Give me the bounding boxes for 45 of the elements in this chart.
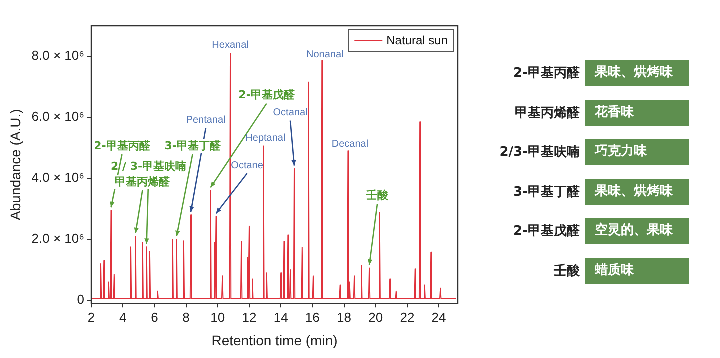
- text: 果味、烘烤味: [585, 178, 689, 204]
- y-axis-title: Abundance (A.U.): [7, 109, 24, 220]
- text: 花香味: [585, 100, 689, 126]
- y-tick-label: 4.0 × 10⁶: [32, 170, 84, 186]
- y-tick-label: 8.0 × 10⁶: [32, 48, 84, 64]
- annotation: Decanal: [332, 138, 369, 150]
- annotation: Heptanal: [246, 132, 286, 144]
- annotation: Pentanal: [186, 114, 226, 126]
- text: 果味、烘烤味: [585, 60, 689, 86]
- x-tick-label: 6: [151, 310, 158, 325]
- x-tick-label: 10: [210, 310, 226, 325]
- text: 壬酸: [553, 262, 581, 280]
- annotation: 壬酸: [366, 189, 390, 202]
- annotation: 2-甲基丙醛: [94, 139, 152, 152]
- annotation: 2 / 3-甲基呋喃: [111, 160, 187, 174]
- annotation: 3-甲基丁醛: [164, 139, 222, 152]
- x-tick-label: 8: [182, 310, 190, 325]
- x-tick-label: 14: [274, 310, 288, 325]
- x-tick-label: 20: [368, 310, 384, 325]
- text: 2-甲基戊醛: [512, 223, 581, 240]
- x-tick-label: 16: [305, 310, 320, 325]
- annotation: 甲基丙烯醛: [115, 175, 172, 188]
- annotation: Octane: [231, 160, 264, 172]
- y-tick-label: 6.0 × 10⁶: [32, 109, 84, 124]
- x-tick-label: 4: [119, 310, 127, 325]
- text: 蜡质味: [585, 258, 689, 284]
- x-tick-label: 24: [432, 310, 446, 325]
- annotation: Nonanal: [306, 50, 344, 61]
- annotation: Hexanal: [212, 40, 249, 52]
- x-axis-title: Retention time (min): [212, 332, 338, 348]
- annotation: 2-甲基戊醛: [238, 88, 296, 102]
- legend-label: Natural sun: [386, 33, 448, 48]
- text: 空灵的、果味: [585, 218, 689, 244]
- annotation: Octanal: [273, 108, 308, 119]
- y-tick-label: 0: [77, 292, 84, 308]
- text: 2-甲基丙醛: [512, 65, 581, 82]
- x-tick-label: 2: [88, 310, 96, 325]
- x-tick-label: 18: [337, 310, 352, 325]
- text: 巧克力味: [585, 139, 689, 165]
- text: 2/3-甲基呋喃: [498, 144, 581, 161]
- y-tick-label: 2.0 × 10⁶: [32, 231, 84, 246]
- text: 甲基丙烯醛: [514, 104, 581, 122]
- text: 3-甲基丁醛: [512, 184, 581, 200]
- x-tick-label: 22: [400, 310, 415, 325]
- x-tick-label: 12: [242, 310, 257, 325]
